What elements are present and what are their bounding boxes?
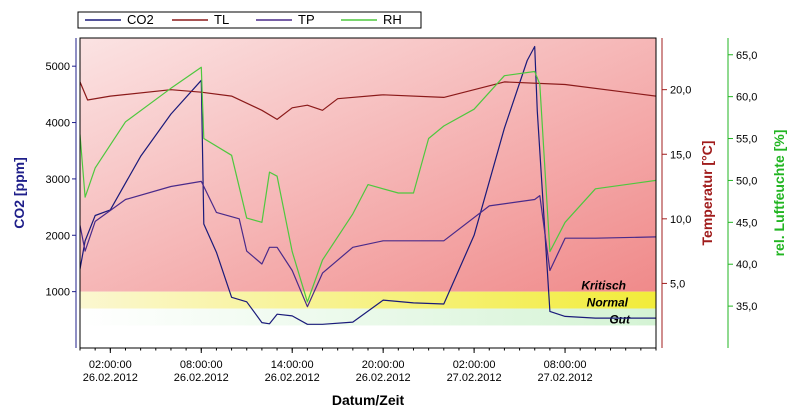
left-axis-tick-label: 1000 [46, 287, 70, 299]
legend-label-rh: RH [383, 12, 402, 27]
x-axis-title: Datum/Zeit [332, 392, 405, 408]
zone-label-gut: Gut [609, 312, 631, 326]
x-axis-tick-time: 08:00:00 [544, 359, 587, 371]
humidity-axis-tick-label: 65,0 [736, 50, 757, 62]
x-axis-tick-time: 08:00:00 [180, 359, 223, 371]
legend: CO2 TL TP RH [77, 11, 422, 29]
zone-gut [80, 308, 656, 326]
x-axis-tick-date: 26.02.2012 [265, 372, 320, 384]
temperature-axis: 5,0 10,0 15,0 20,0 [661, 38, 691, 348]
temperature-axis-tick-label: 10,0 [670, 214, 691, 226]
x-axis-tick-date: 27.02.2012 [447, 372, 502, 384]
x-axis-tick-time: 20:00:00 [362, 359, 405, 371]
x-axis-tick-time: 02:00:00 [453, 359, 496, 371]
legend-label-tl: TL [214, 12, 229, 27]
humidity-axis-tick-label: 60,0 [736, 92, 757, 104]
humidity-axis-tick-label: 50,0 [736, 175, 757, 187]
series-line-co2 [80, 45, 656, 325]
left-axis-tick-label: 2000 [46, 230, 70, 242]
humidity-axis-tick-label: 40,0 [736, 259, 757, 271]
zone-label-normal: Normal [587, 296, 629, 310]
legend-label-co2: CO2 [127, 12, 154, 27]
left-axis: 1000 2000 3000 4000 5000 [46, 38, 77, 348]
x-axis-tick-time: 02:00:00 [89, 359, 132, 371]
zones: Kritisch Normal Gut [80, 38, 656, 326]
y-humidity-axis-title: rel. Luftfeuchte [%] [771, 130, 787, 257]
left-axis-tick-label: 4000 [46, 118, 70, 130]
legend-box [77, 11, 422, 29]
series-layer [80, 45, 656, 325]
x-axis-tick-date: 26.02.2012 [83, 372, 138, 384]
temperature-axis-tick-label: 15,0 [670, 149, 691, 161]
y-left-axis-title: CO2 [ppm] [11, 157, 27, 229]
series-line-tl [80, 81, 656, 121]
left-axis-tick-label: 5000 [46, 61, 70, 73]
y-temperature-axis-title: Temperatur [°C] [699, 141, 715, 246]
temperature-axis-tick-label: 5,0 [670, 278, 685, 290]
zone-label-kritisch: Kritisch [581, 279, 626, 293]
x-axis-tick-date: 27.02.2012 [538, 372, 593, 384]
humidity-axis: 35,0 40,0 45,0 50,0 55,0 60,0 65,0 [727, 38, 757, 348]
series-line-tp [80, 180, 656, 308]
series-line-rh [80, 66, 656, 303]
x-axis-tick-date: 26.02.2012 [356, 372, 411, 384]
humidity-axis-tick-label: 55,0 [736, 134, 757, 146]
temperature-axis-tick-label: 20,0 [670, 85, 691, 97]
x-axis: 02:00:0026.02.201208:00:0026.02.201214:0… [79, 348, 657, 384]
x-axis-tick-date: 26.02.2012 [174, 372, 229, 384]
humidity-axis-tick-label: 35,0 [736, 301, 757, 313]
x-axis-tick-time: 14:00:00 [271, 359, 314, 371]
humidity-axis-tick-label: 45,0 [736, 217, 757, 229]
left-axis-tick-label: 3000 [46, 174, 70, 186]
zone-normal [80, 291, 656, 309]
zone-kritisch [80, 38, 656, 292]
legend-label-tp: TP [298, 12, 315, 27]
